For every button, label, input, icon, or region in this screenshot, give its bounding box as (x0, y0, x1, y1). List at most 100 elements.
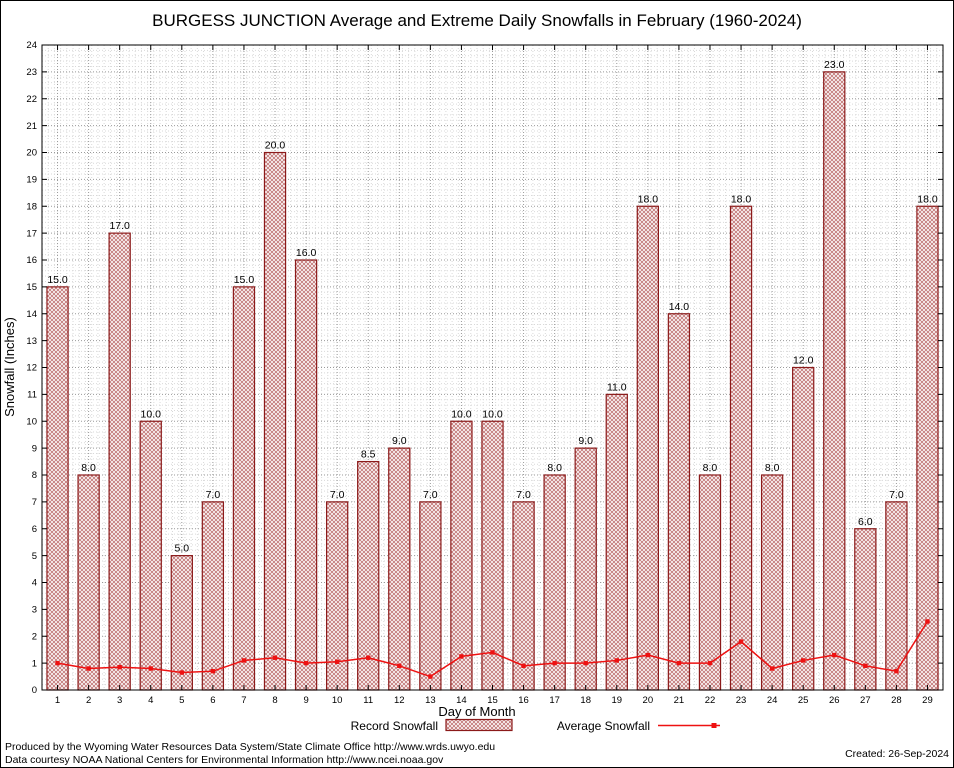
bar-value-labels: 15.0 8.0 17.0 10.0 5.0 7.0 15.0 20.0 16.0 7.0 8.5 9… (47, 59, 938, 555)
bar-day-19 (605, 393, 628, 691)
y-tick-label: 19 (26, 175, 37, 186)
bar-day-28 (885, 501, 908, 691)
footer-produced-by: Produced by the Wyoming Water Resources … (5, 741, 495, 753)
y-tick-label: 18 (26, 201, 37, 212)
bar-day-13 (419, 501, 442, 691)
avg-marker (676, 660, 682, 666)
y-tick-label: 16 (26, 255, 37, 266)
avg-marker (86, 666, 91, 671)
avg-marker (210, 668, 216, 674)
bar-value-label: 15.0 (47, 274, 68, 286)
avg-marker (117, 664, 122, 670)
x-tick-label: 6 (210, 695, 215, 706)
bar-day-9 (294, 259, 318, 691)
x-tick-label: 1 (55, 695, 60, 706)
bar-value-label: 10.0 (482, 408, 503, 420)
bar-day-18 (574, 447, 597, 691)
x-tick-label: 7 (241, 695, 246, 706)
bar-day-15 (481, 420, 504, 691)
avg-marker (769, 666, 775, 671)
bar-value-label: 8.0 (765, 462, 780, 474)
x-tick-label: 28 (891, 695, 902, 706)
bar-day-26 (823, 71, 846, 691)
x-axis-label: Day of Month (438, 704, 515, 719)
bar-value-label: 7.0 (889, 489, 904, 501)
footer-data-courtesy: Data courtesy NOAA National Centers for … (5, 754, 444, 766)
bar-value-label: 20.0 (265, 140, 286, 152)
y-tick-label: 2 (32, 631, 37, 642)
bar-value-label: 8.5 (361, 449, 376, 461)
avg-marker (800, 658, 806, 663)
bar-day-16 (512, 501, 535, 691)
y-tick-label: 3 (32, 605, 37, 616)
y-tick-label: 11 (27, 390, 37, 401)
y-tick-label: 12 (26, 363, 37, 374)
avg-marker (397, 663, 402, 669)
bars (46, 71, 939, 691)
avg-marker (925, 619, 930, 624)
bar-day-2 (77, 474, 100, 691)
x-tick-label: 19 (611, 695, 622, 706)
x-tick-label: 26 (829, 695, 840, 706)
bar-value-label: 14.0 (669, 301, 690, 313)
y-axis-label: Snowfall (Inches) (2, 317, 17, 417)
axes (41, 44, 944, 691)
bar-value-label: 7.0 (516, 489, 531, 501)
bar-value-label: 8.0 (81, 462, 96, 474)
avg-marker (894, 668, 899, 674)
avg-marker (55, 660, 60, 666)
y-tick-label: 17 (26, 228, 37, 239)
x-tick-label: 2 (86, 695, 91, 706)
bar-value-label: 15.0 (234, 274, 255, 286)
avg-marker (490, 650, 495, 655)
avg-marker (303, 660, 309, 666)
avg-marker (645, 652, 651, 658)
avg-marker (583, 660, 588, 666)
bar-day-24 (760, 474, 784, 691)
bar-day-21 (667, 313, 691, 691)
avg-marker (179, 670, 185, 675)
y-tick-label: 22 (26, 94, 37, 105)
x-tick-label: 16 (518, 695, 529, 706)
avg-marker (428, 674, 433, 679)
bar-value-label: 16.0 (296, 247, 317, 259)
bar-value-label: 8.0 (547, 462, 562, 474)
bar-day-14 (450, 420, 473, 691)
y-tick-label: 13 (26, 336, 37, 347)
bar-value-label: 7.0 (330, 489, 345, 501)
legend-average-marker (711, 723, 717, 728)
y-tick-label: 14 (26, 309, 37, 320)
bar-value-label: 7.0 (206, 489, 221, 501)
x-tick-label: 20 (643, 695, 654, 706)
x-tick-label: 25 (798, 695, 809, 706)
x-tick-label: 18 (580, 695, 591, 706)
chart-title: BURGESS JUNCTION Average and Extreme Dai… (152, 11, 802, 30)
legend-record-swatch (445, 718, 513, 732)
y-tick-label: 15 (26, 282, 37, 293)
y-tick-label: 21 (26, 121, 37, 132)
average-line (55, 619, 930, 679)
avg-marker (241, 658, 247, 663)
x-tick-label: 22 (705, 695, 716, 706)
x-tick-label: 27 (860, 695, 871, 706)
bar-day-5 (170, 555, 193, 691)
x-tick-label: 21 (674, 695, 685, 706)
bar-value-label: 12.0 (793, 355, 814, 367)
x-tick-label: 9 (303, 695, 308, 706)
bar-day-17 (543, 474, 566, 691)
x-tick-label: 23 (736, 695, 747, 706)
x-tick-label: 24 (767, 695, 778, 706)
x-tick-label: 8 (272, 695, 277, 706)
bar-day-4 (139, 420, 162, 691)
avg-marker (552, 660, 557, 666)
legend-average-label: Average Snowfall (557, 719, 650, 733)
x-tick-label: 12 (394, 695, 405, 706)
avg-marker (334, 659, 340, 664)
bar-value-label: 18.0 (917, 193, 938, 205)
bar-day-7 (232, 286, 256, 691)
avg-marker (459, 654, 464, 659)
bar-value-label: 23.0 (824, 59, 845, 71)
bar-value-label: 10.0 (141, 408, 162, 420)
